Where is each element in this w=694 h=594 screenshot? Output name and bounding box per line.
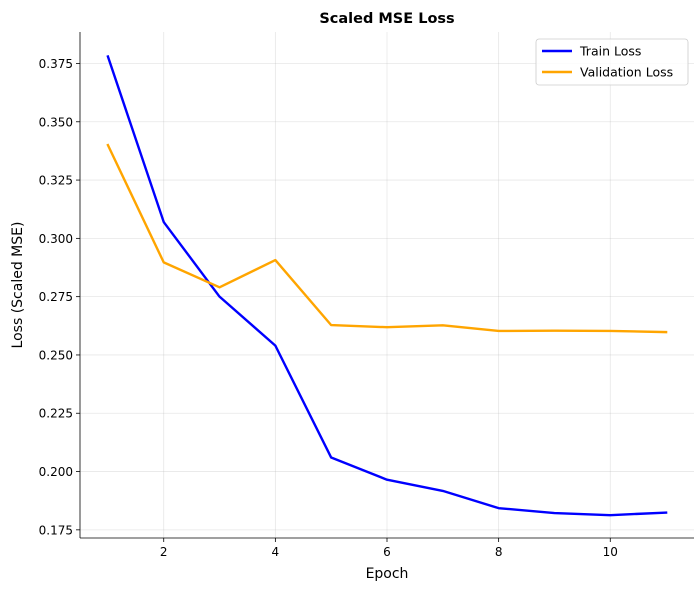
y-tick-label: 0.250 bbox=[39, 348, 73, 362]
legend-box bbox=[535, 38, 689, 86]
legend-label-train-loss: Train Loss bbox=[579, 44, 641, 59]
x-tick-label: 6 bbox=[383, 545, 391, 559]
chart-title: Scaled MSE Loss bbox=[319, 11, 454, 27]
y-tick-label: 0.300 bbox=[39, 232, 73, 246]
x-tick-label: 10 bbox=[603, 545, 618, 559]
x-tick-label: 8 bbox=[495, 545, 503, 559]
x-tick-label: 4 bbox=[272, 545, 280, 559]
y-tick-label: 0.375 bbox=[39, 57, 73, 71]
series-lines bbox=[106, 54, 668, 517]
y-tick-label: 0.350 bbox=[39, 115, 73, 129]
legend-label-validation-loss: Validation Loss bbox=[580, 65, 673, 80]
y-tick-label: 0.175 bbox=[39, 523, 73, 537]
y-tick-label: 0.325 bbox=[39, 174, 73, 188]
legend: Train Loss Validation Loss bbox=[535, 38, 689, 86]
series-line-validation-loss bbox=[106, 143, 668, 334]
series-line-train-loss bbox=[106, 54, 668, 517]
grid bbox=[80, 32, 694, 538]
y-tick-label: 0.275 bbox=[39, 290, 73, 304]
y-axis-label: Loss (Scaled MSE) bbox=[10, 222, 26, 349]
x-tick-label: 2 bbox=[160, 545, 168, 559]
y-ticks: 0.175 0.200 0.225 0.250 0.275 0.300 0.325 0.350… bbox=[39, 57, 80, 537]
x-ticks: 2 4 6 8 10 bbox=[160, 538, 618, 559]
x-axis-label: Epoch bbox=[366, 566, 409, 582]
y-tick-label: 0.200 bbox=[39, 465, 73, 479]
y-tick-label: 0.225 bbox=[39, 407, 73, 421]
